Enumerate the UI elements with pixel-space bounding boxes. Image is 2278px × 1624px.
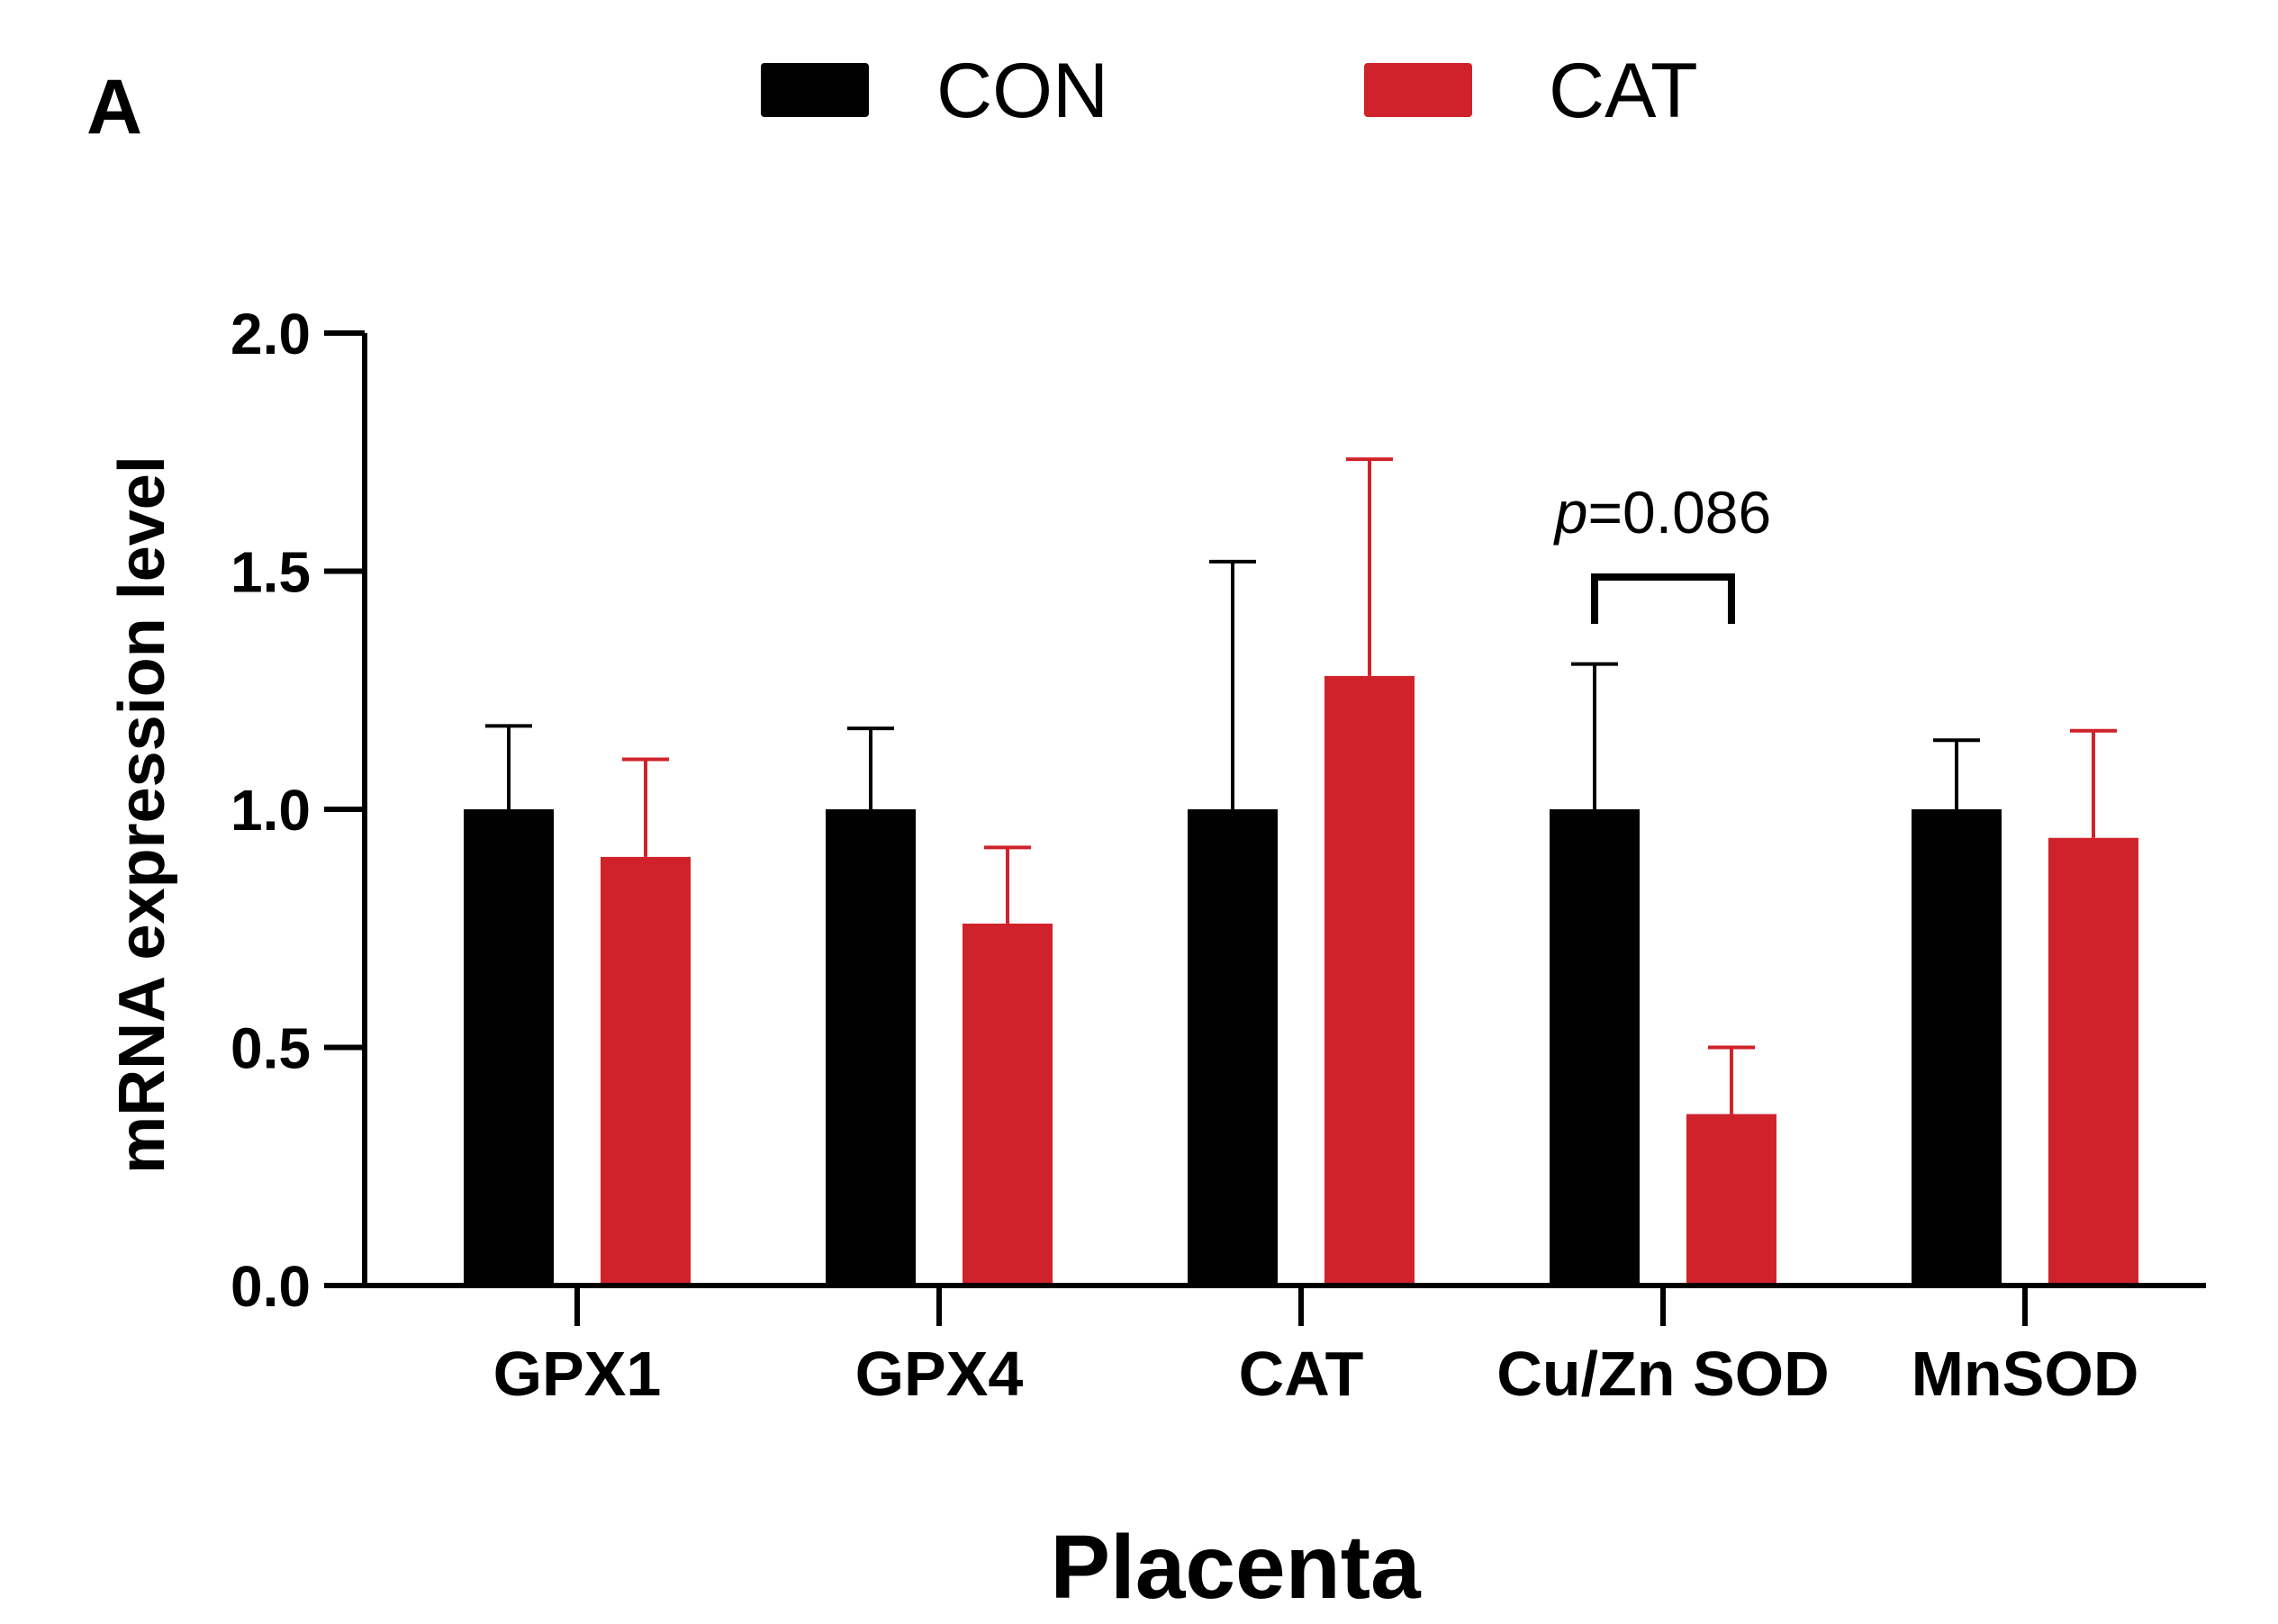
bar-cat [963, 923, 1053, 1286]
x-tick-label: CAT [1239, 1339, 1364, 1409]
x-ticks: GPX1 GPX4 CAT Cu/Zn SOD MnSOD [493, 1286, 2139, 1409]
panel-label: A [86, 64, 142, 150]
bar-con [826, 809, 916, 1286]
y-tick-label: 2.0 [231, 302, 311, 366]
bar-con [1912, 809, 2002, 1286]
bar-cat [2048, 837, 2138, 1286]
error-bars [485, 457, 2117, 1114]
y-ticks: 0.0 0.5 1.0 1.5 2.0 [231, 302, 365, 1319]
legend-swatch-cat [1364, 63, 1472, 117]
legend-swatch-con [761, 63, 869, 117]
bar-con [1550, 809, 1640, 1286]
x-tick-label: GPX1 [493, 1339, 662, 1409]
y-axis-title: mRNA expression level [106, 456, 178, 1174]
significance-bracket [1591, 573, 1735, 624]
bar-cat [1324, 675, 1415, 1286]
bar-con [1188, 809, 1278, 1286]
bar-cat [1686, 1114, 1776, 1286]
x-tick-label: GPX4 [855, 1339, 1024, 1409]
bar-cat [601, 856, 691, 1286]
legend-label-cat: CAT [1549, 48, 1698, 134]
y-tick-label: 1.5 [231, 540, 311, 605]
legend-label-con: CON [936, 48, 1108, 134]
y-tick-label: 0.0 [231, 1254, 311, 1319]
x-axis-title: Placenta [1050, 1517, 1422, 1618]
p-value-label: p=0.086 [1553, 479, 1771, 546]
p-symbol: p [1553, 479, 1588, 546]
p-value: =0.086 [1588, 479, 1772, 546]
x-tick-label: MnSOD [1912, 1339, 2139, 1409]
legend: CON CAT [761, 48, 1698, 134]
bars [464, 675, 2138, 1286]
annotations: p=0.086 [1553, 479, 1771, 624]
y-tick-label: 1.0 [231, 778, 311, 843]
bar-con [464, 809, 554, 1286]
y-tick-label: 0.5 [231, 1016, 311, 1081]
x-tick-label: Cu/Zn SOD [1496, 1339, 1829, 1409]
